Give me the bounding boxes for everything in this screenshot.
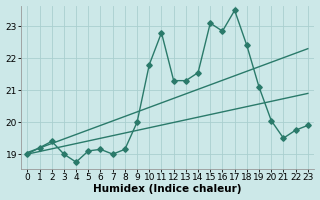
X-axis label: Humidex (Indice chaleur): Humidex (Indice chaleur) — [93, 184, 242, 194]
